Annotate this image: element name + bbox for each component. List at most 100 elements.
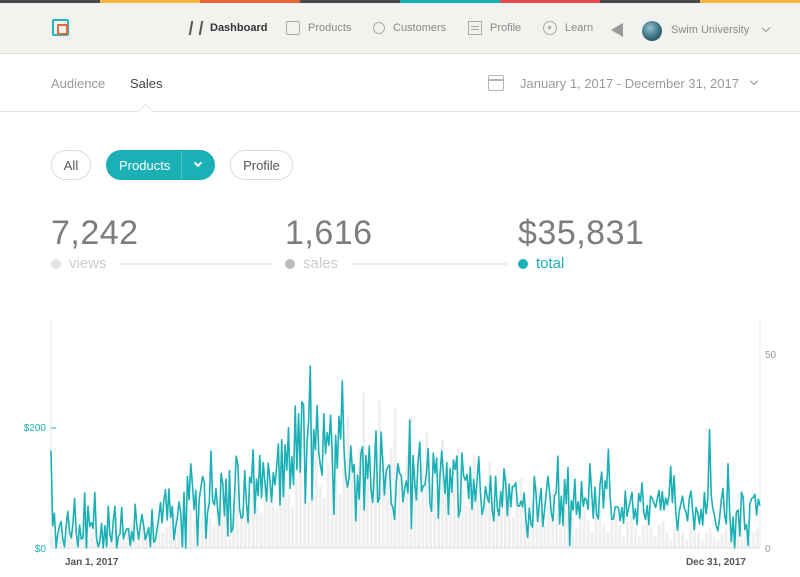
sales-legend[interactable]: sales <box>285 255 338 272</box>
views-bar <box>630 517 633 548</box>
views-bar <box>251 478 255 548</box>
views-bar <box>504 470 507 548</box>
compass-icon <box>543 21 557 35</box>
views-bar <box>547 505 551 548</box>
customers-icon <box>373 22 385 34</box>
views-bar <box>247 493 251 548</box>
views-bar <box>397 462 401 548</box>
views-bar <box>748 540 752 548</box>
nav-item-customers[interactable]: Customers <box>373 18 446 38</box>
chevron-down-icon[interactable] <box>193 158 203 168</box>
views-bar <box>606 532 610 548</box>
views-bar <box>488 462 492 548</box>
app-logo-icon[interactable] <box>52 19 69 36</box>
views-bar <box>153 524 157 548</box>
nav-item-learn[interactable]: Learn <box>543 18 593 38</box>
views-bar <box>728 536 732 548</box>
views-bar <box>417 485 421 548</box>
total-series-line <box>50 365 761 549</box>
views-bar <box>279 485 283 548</box>
views-bar <box>590 532 594 548</box>
views-bar <box>626 520 629 548</box>
total-label: total <box>536 255 565 272</box>
views-bar <box>90 532 94 548</box>
products-icon <box>286 21 300 35</box>
nav-item-profile[interactable]: Profile <box>468 18 521 38</box>
views-bar <box>740 528 744 548</box>
views-bar <box>681 532 685 548</box>
brand-stripe <box>0 0 800 3</box>
views-bar <box>539 509 543 548</box>
views-bar <box>716 540 720 548</box>
date-range-picker[interactable]: January 1, 2017 - December 31, 2017 <box>520 76 739 91</box>
views-bar <box>496 513 499 548</box>
views-bar <box>570 517 574 548</box>
views-bar <box>614 513 618 548</box>
views-bar <box>165 528 169 548</box>
views-bar <box>188 509 192 548</box>
sales-dot-icon <box>285 258 295 269</box>
views-bar <box>244 517 247 548</box>
total-legend[interactable]: total <box>518 255 564 272</box>
views-bar <box>543 524 547 548</box>
filter-all-button[interactable]: All <box>51 150 91 180</box>
views-bar <box>724 528 728 548</box>
views-bar <box>618 524 622 548</box>
x-tick-start: Jan 1, 2017 <box>65 557 119 568</box>
filter-profile-button[interactable]: Profile <box>230 150 293 180</box>
views-bar <box>476 493 480 548</box>
filter-products-button[interactable]: Products <box>106 150 215 180</box>
views-bar <box>82 520 86 548</box>
views-bar <box>291 505 295 548</box>
views-label: views <box>69 255 107 272</box>
views-bar <box>448 501 452 548</box>
chevron-down-icon[interactable] <box>749 76 759 86</box>
megaphone-icon[interactable] <box>611 23 623 37</box>
views-bar <box>385 470 389 548</box>
views-bar <box>86 540 90 548</box>
views-bar <box>480 509 484 548</box>
total-dot-icon <box>518 258 528 269</box>
views-legend[interactable]: views <box>51 255 107 272</box>
tab-sales[interactable]: Sales <box>130 76 163 91</box>
views-bar <box>267 470 271 548</box>
views-bar <box>58 528 62 548</box>
views-bar <box>645 520 649 548</box>
views-bar <box>665 532 669 548</box>
chevron-down-icon[interactable] <box>761 23 771 33</box>
views-bar <box>610 520 614 548</box>
split-divider <box>181 151 182 179</box>
views-bar <box>224 513 228 548</box>
sub-navigation: Audience Sales January 1, 2017 - Decembe… <box>0 55 800 112</box>
views-bar <box>413 470 417 548</box>
views-bar <box>307 501 310 548</box>
profile-icon <box>468 21 482 35</box>
views-bar <box>208 517 212 548</box>
views-bar <box>370 478 373 548</box>
tab-audience[interactable]: Audience <box>51 76 106 91</box>
views-bar <box>338 493 342 548</box>
views-bar <box>712 536 716 548</box>
views-bar <box>311 470 314 548</box>
nav-item-dashboard[interactable]: Dashboard <box>188 18 267 38</box>
views-bar <box>220 493 224 548</box>
views-bar <box>559 528 562 548</box>
nav-item-label: Profile <box>490 22 522 34</box>
views-bar <box>157 517 161 548</box>
views-bar <box>161 532 165 548</box>
nav-item-products[interactable]: Products <box>286 18 351 38</box>
views-bar <box>586 520 590 548</box>
avatar[interactable] <box>642 21 662 41</box>
views-bar <box>689 528 692 548</box>
calendar-icon[interactable] <box>488 75 504 91</box>
views-bar <box>259 513 263 548</box>
views-bar <box>433 493 436 548</box>
views-bar <box>634 528 637 548</box>
views-bar <box>523 505 527 548</box>
views-bar <box>527 520 531 548</box>
views-bar <box>118 536 121 548</box>
y-left-tick-0: $0 <box>35 544 47 555</box>
account-name[interactable]: Swim University <box>671 24 750 36</box>
views-bar <box>622 536 625 548</box>
views-bar <box>200 513 204 548</box>
